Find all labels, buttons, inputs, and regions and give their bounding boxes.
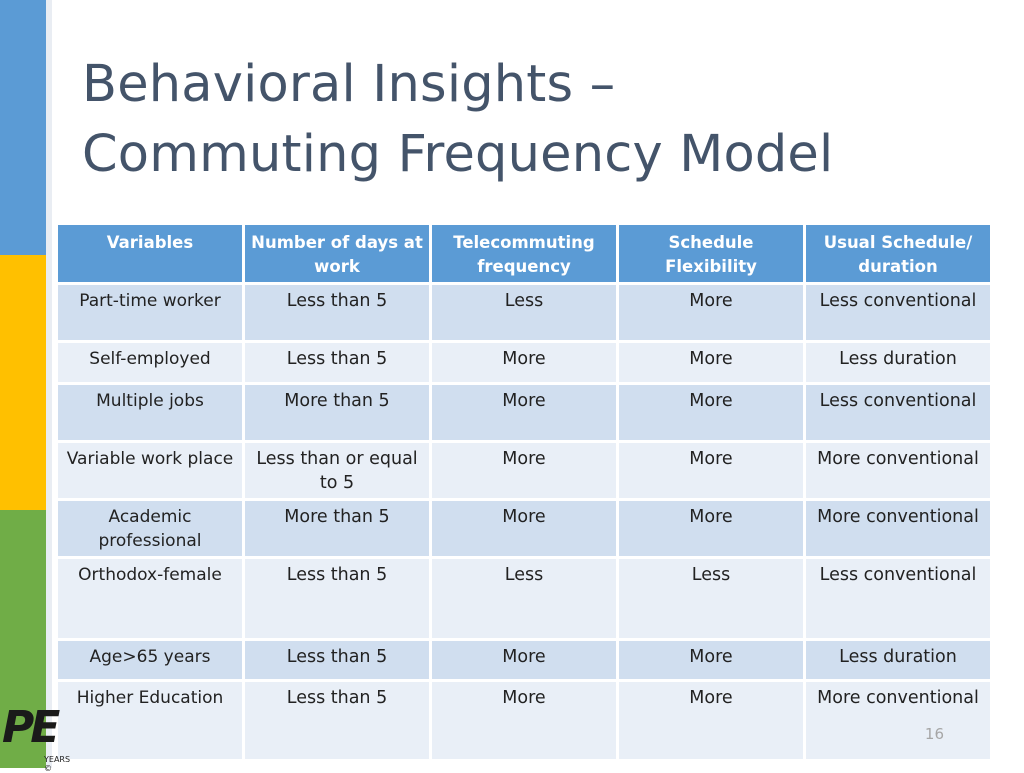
table-cell: More xyxy=(616,638,806,682)
table-row: Variable work place Less than or equal t… xyxy=(55,440,993,501)
table-row: Self-employed Less than 5 More More Less… xyxy=(55,340,993,385)
table-cell: Less than 5 xyxy=(242,556,432,641)
table-cell: Self-employed xyxy=(55,340,245,385)
table-cell: More xyxy=(616,679,806,762)
table-cell: More xyxy=(616,382,806,443)
logo-caption: YEARS © xyxy=(44,755,71,773)
table-cell: More xyxy=(429,498,619,559)
table-header-row: Variables Number of days at work Telecom… xyxy=(55,222,993,285)
table-cell: Multiple jobs xyxy=(55,382,245,443)
table-row: Age>65 years Less than 5 More More Less … xyxy=(55,638,993,682)
logo-mark: PE xyxy=(2,702,60,753)
slide-title-line-1: Behavioral Insights – xyxy=(82,55,616,114)
table-cell: Variable work place xyxy=(55,440,245,501)
table-cell: Part-time worker xyxy=(55,282,245,343)
table-cell: Less duration xyxy=(803,340,993,385)
table-cell: More conventional xyxy=(803,679,993,762)
table-cell: More xyxy=(616,282,806,343)
slide-title-line-2: Commuting Frequency Model xyxy=(82,125,834,184)
table-cell: More xyxy=(429,340,619,385)
side-color-bars xyxy=(0,0,46,768)
header-days-at-work: Number of days at work xyxy=(242,222,432,285)
table-cell: Less xyxy=(429,556,619,641)
table-cell: Age>65 years xyxy=(55,638,245,682)
table-cell: Less than or equal to 5 xyxy=(242,440,432,501)
table-cell: More xyxy=(616,340,806,385)
table-cell: Academic professional xyxy=(55,498,245,559)
table-cell: More xyxy=(616,440,806,501)
table-cell: More xyxy=(429,440,619,501)
side-bar-green xyxy=(0,510,46,768)
table-cell: Orthodox-female xyxy=(55,556,245,641)
table-cell: More than 5 xyxy=(242,498,432,559)
side-bar-yellow xyxy=(0,255,46,510)
header-schedule-flexibility: Schedule Flexibility xyxy=(616,222,806,285)
header-telecommuting-frequency: Telecommuting frequency xyxy=(429,222,619,285)
table-cell: Less xyxy=(616,556,806,641)
organization-logo: PE YEARS © xyxy=(0,702,70,773)
table-cell: More xyxy=(429,382,619,443)
table-cell: Less conventional xyxy=(803,382,993,443)
header-usual-schedule: Usual Schedule/ duration xyxy=(803,222,993,285)
table-cell: Less conventional xyxy=(803,282,993,343)
table-cell: Less than 5 xyxy=(242,282,432,343)
table-cell: Less xyxy=(429,282,619,343)
table-cell: Higher Education xyxy=(55,679,245,762)
page-number: 16 xyxy=(924,725,944,743)
table-cell: More xyxy=(429,679,619,762)
table-row: Orthodox-female Less than 5 Less Less Le… xyxy=(55,556,993,641)
table-cell: More conventional xyxy=(803,440,993,501)
table-cell: Less than 5 xyxy=(242,638,432,682)
table-row: Part-time worker Less than 5 Less More L… xyxy=(55,282,993,343)
table-cell: More xyxy=(616,498,806,559)
table-cell: Less conventional xyxy=(803,556,993,641)
table-row: Multiple jobs More than 5 More More Less… xyxy=(55,382,993,443)
table-row: Academic professional More than 5 More M… xyxy=(55,498,993,559)
table-cell: More than 5 xyxy=(242,382,432,443)
side-bar-edge xyxy=(46,0,52,768)
header-variables: Variables xyxy=(55,222,245,285)
table-row: Higher Education Less than 5 More More M… xyxy=(55,679,993,762)
table-cell: More xyxy=(429,638,619,682)
slide-title: Behavioral Insights – Commuting Frequenc… xyxy=(82,50,982,190)
table-cell: More conventional xyxy=(803,498,993,559)
commuting-frequency-table: Variables Number of days at work Telecom… xyxy=(55,222,993,762)
side-bar-blue xyxy=(0,0,46,255)
table-cell: Less duration xyxy=(803,638,993,682)
table-cell: Less than 5 xyxy=(242,340,432,385)
table-cell: Less than 5 xyxy=(242,679,432,762)
